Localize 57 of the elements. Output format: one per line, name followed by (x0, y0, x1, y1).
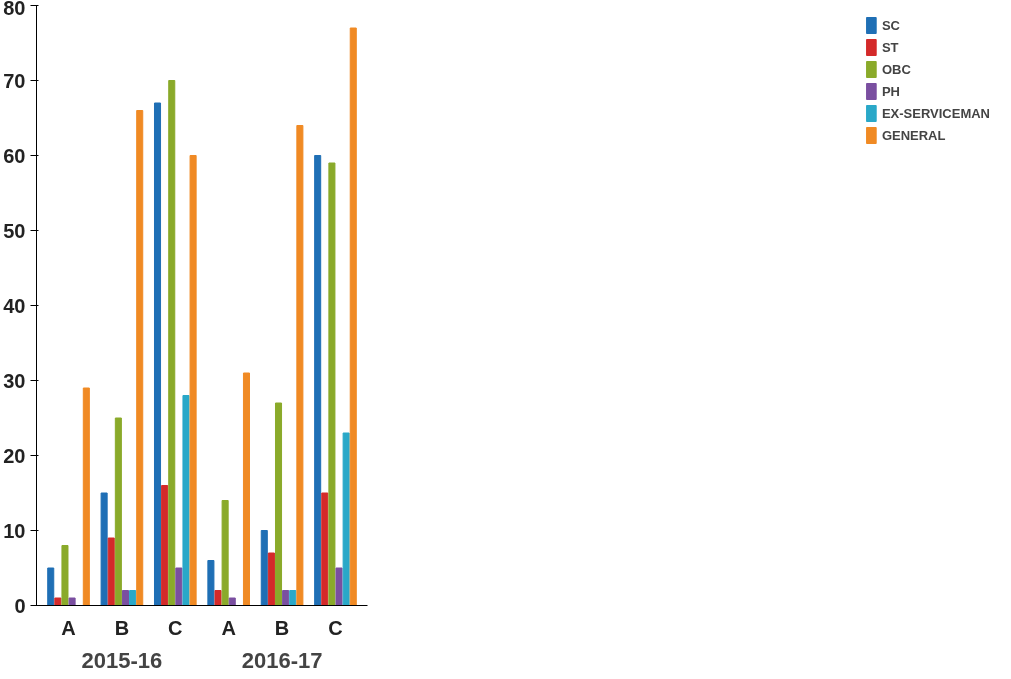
y-tick-label: 20 (3, 444, 26, 467)
bar (267, 552, 275, 606)
bar (182, 395, 190, 606)
y-tick-label: 70 (3, 69, 26, 92)
y-tick-label: 10 (3, 519, 26, 542)
bar (321, 492, 329, 606)
y-tick-label: 60 (3, 144, 26, 167)
y-tick-label: 80 (3, 0, 26, 19)
bar (228, 597, 236, 606)
bar (100, 492, 108, 606)
x-tick-label: C (328, 616, 343, 639)
bar (260, 530, 268, 606)
bar (335, 567, 343, 606)
legend-label: SC (881, 17, 901, 33)
bar (68, 597, 76, 606)
bar (121, 590, 129, 606)
legend-label: PH (881, 83, 901, 99)
bar (136, 110, 144, 606)
x-tick-label: B (274, 616, 290, 639)
bar (328, 162, 336, 606)
y-tick-label: 30 (3, 369, 26, 392)
x-tick-label: C (168, 616, 183, 639)
bar (214, 590, 222, 606)
bar (175, 567, 183, 606)
legend-label: OBC (881, 61, 911, 77)
bar (342, 432, 350, 606)
bar (282, 590, 290, 606)
text: 2015-16 (81, 647, 163, 673)
x-tick-label: B (114, 616, 130, 639)
bar (189, 155, 197, 606)
bar (349, 27, 357, 606)
bar (129, 590, 137, 606)
bar (168, 80, 176, 606)
bar (54, 597, 62, 606)
bar (153, 102, 162, 606)
bar (221, 500, 229, 606)
bar (107, 537, 115, 606)
bar (275, 402, 283, 606)
bar (289, 590, 297, 606)
bar (296, 125, 304, 606)
bar (47, 567, 55, 606)
y-tick-label: 50 (3, 219, 26, 242)
y-tick-label: 0 (14, 594, 26, 617)
bar (207, 560, 215, 606)
text: 2016-17 (241, 647, 323, 673)
legend-label: GENERAL (881, 127, 946, 143)
bar (82, 387, 90, 606)
bar (61, 545, 69, 606)
x-tick-label: A (61, 616, 76, 639)
legend-label: EX-SERVICEMAN (881, 105, 990, 121)
x-tick-label: A (221, 616, 236, 639)
bar (314, 155, 322, 606)
bar (161, 485, 169, 606)
legend-label: ST (881, 39, 900, 55)
bar (114, 417, 122, 606)
y-tick-label: 40 (3, 294, 26, 317)
bar (242, 372, 251, 606)
